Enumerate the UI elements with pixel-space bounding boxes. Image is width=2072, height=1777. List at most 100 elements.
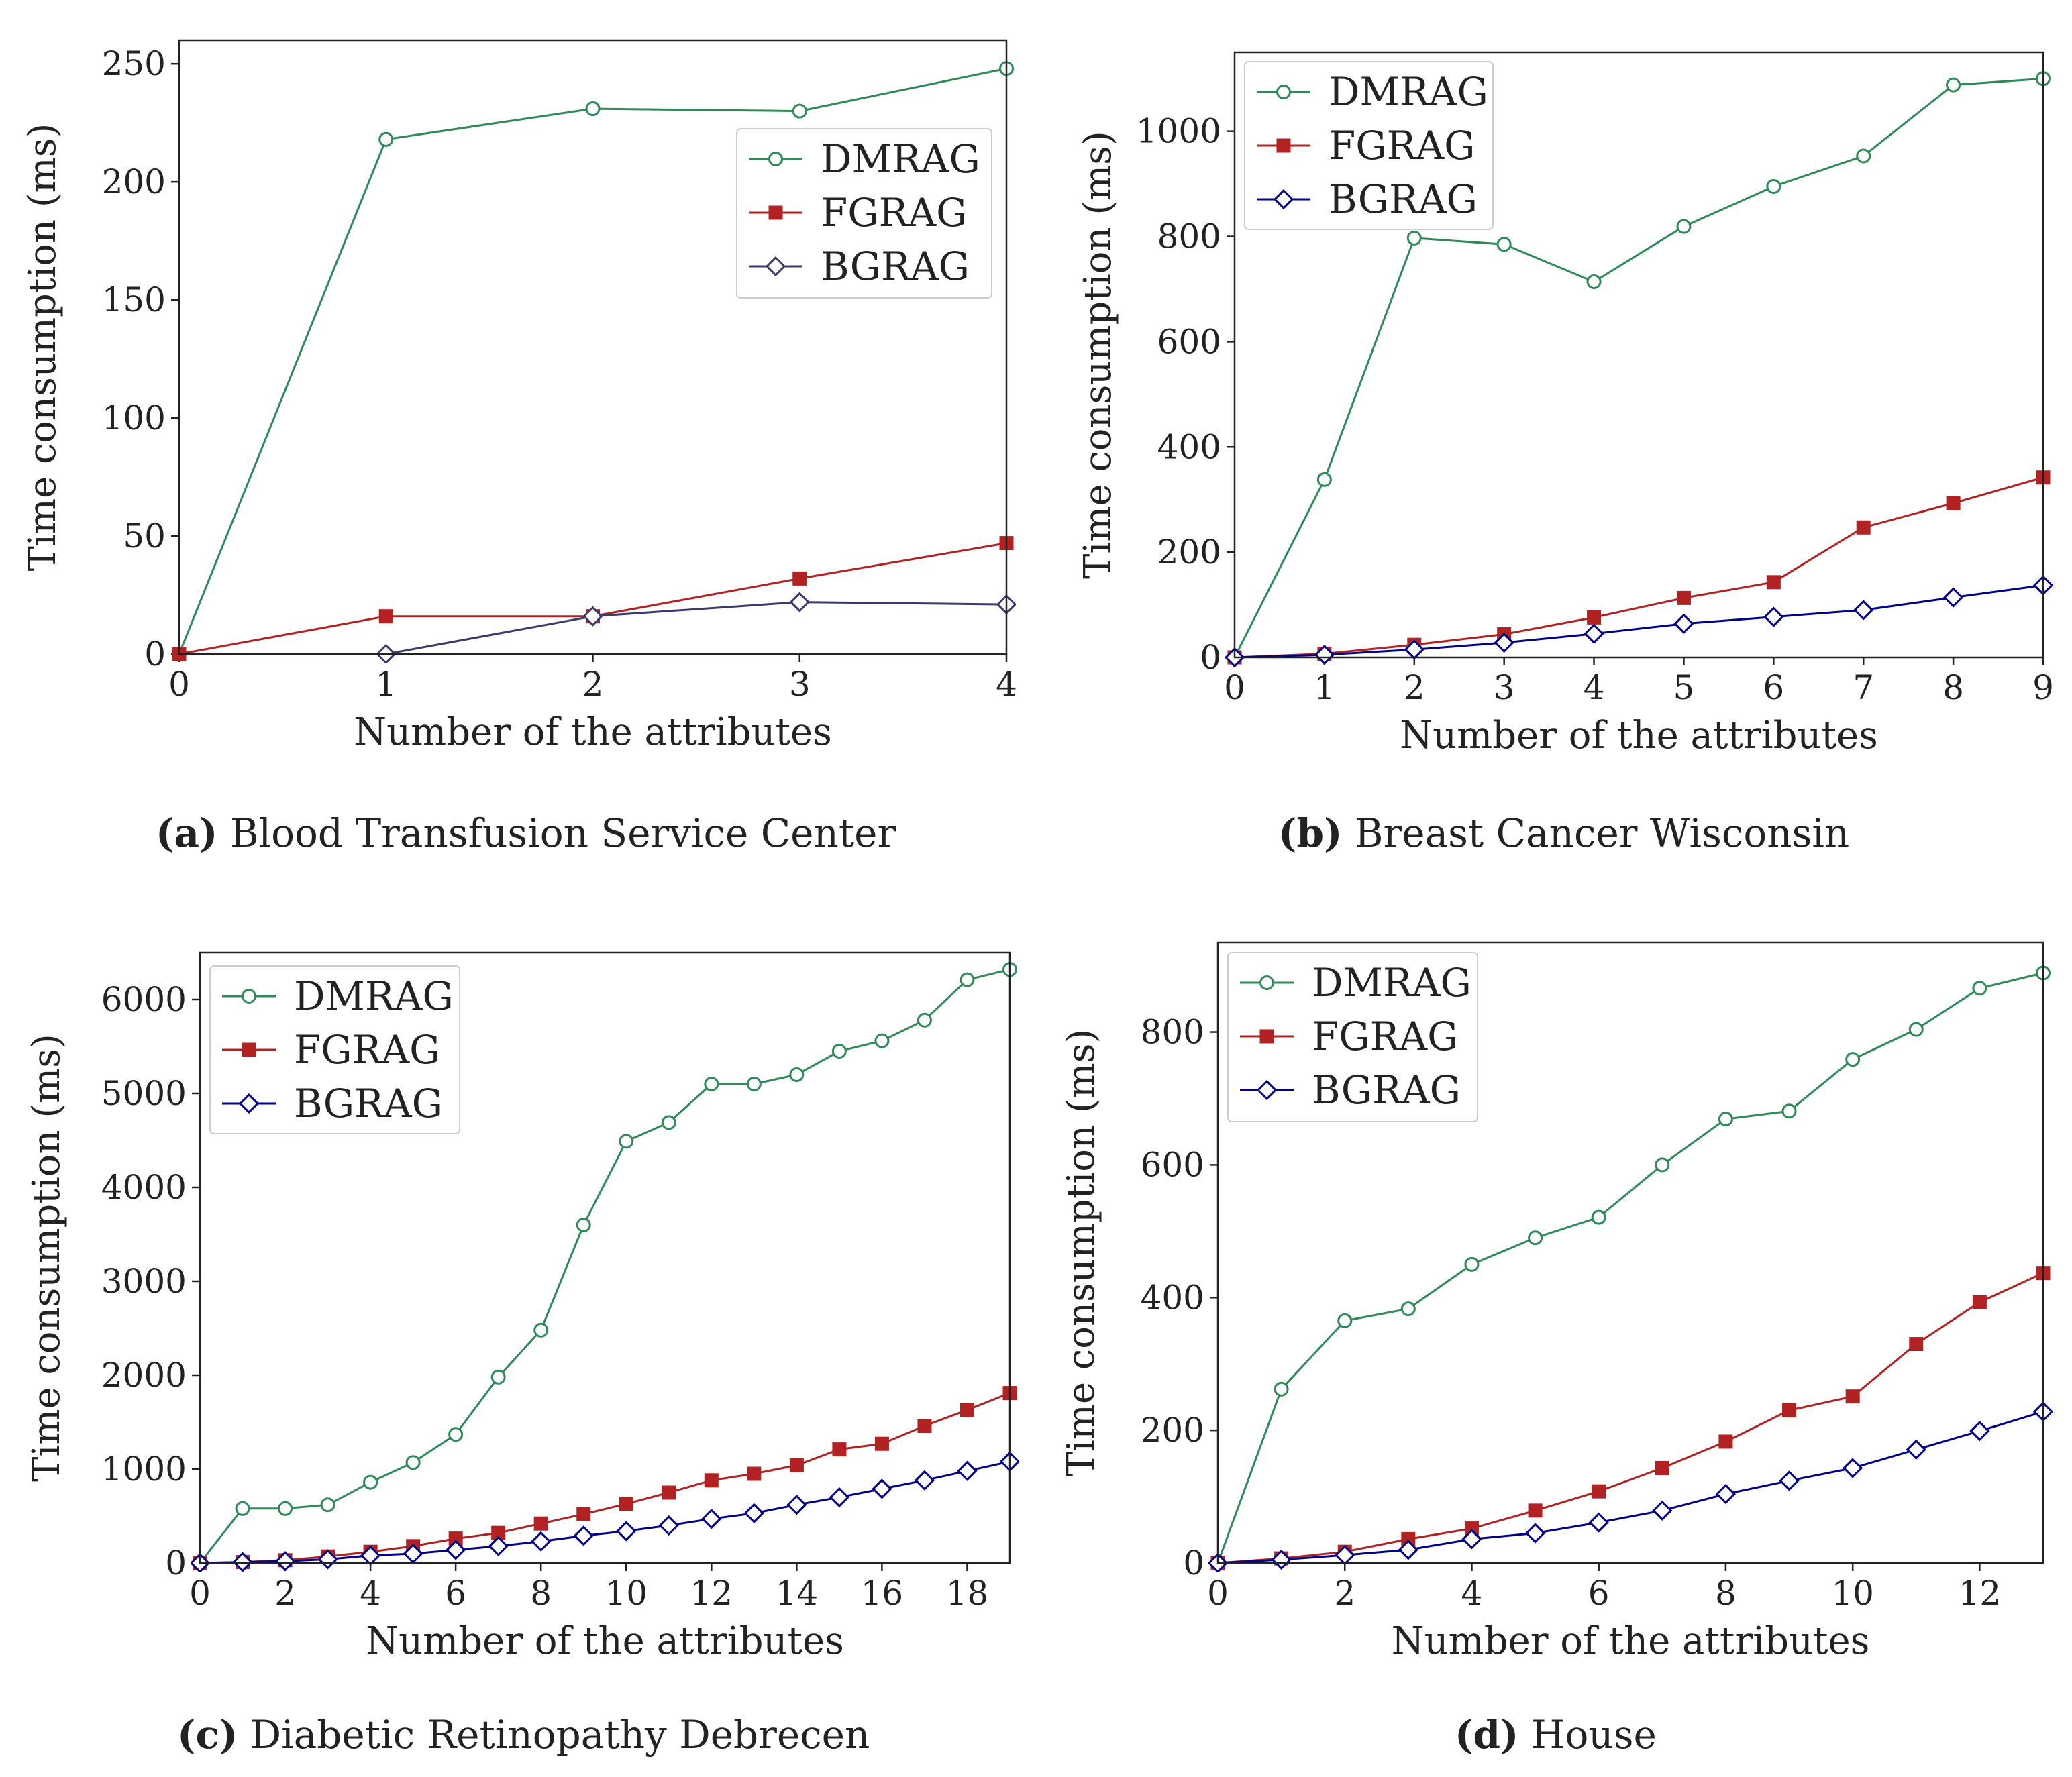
data-point-bgrag [1969, 1421, 1990, 1442]
data-point-bgrag [914, 1470, 935, 1491]
y-axis-title: Time consumption (ms) [25, 1034, 68, 1482]
y-tick-label: 800 [1141, 1013, 1204, 1052]
data-point-fgrag [1845, 1389, 1860, 1404]
data-point-bgrag [1524, 1523, 1546, 1544]
data-point-dmrag [1718, 1112, 1733, 1127]
data-point-bgrag [1853, 600, 1874, 621]
data-point-fgrag [619, 1497, 633, 1511]
data-point-dmrag [831, 1044, 847, 1059]
y-tick-label: 200 [1157, 533, 1221, 572]
x-axis-title: Number of the attributes [1392, 1619, 1870, 1663]
y-tick-label: 0 [165, 1544, 187, 1582]
x-tick-label: 2 [582, 665, 604, 704]
y-tick-label: 1000 [101, 1450, 187, 1489]
data-point-bgrag [872, 1478, 892, 1499]
x-tick-label: 4 [1461, 1574, 1483, 1613]
y-tick-label: 150 [102, 280, 166, 319]
x-axis-title: Number of the attributes [366, 1619, 844, 1663]
data-point-bgrag [531, 1531, 552, 1552]
caption-a: (a) Blood Transfusion Service Center [156, 810, 896, 856]
data-point-dmrag [1972, 981, 1987, 996]
x-tick-label: 5 [1673, 668, 1695, 707]
caption-b: (b) Breast Cancer Wisconsin [1278, 810, 1849, 856]
data-point-bgrag [1652, 1500, 1673, 1521]
data-point-dmrag [235, 1501, 250, 1516]
data-point-dmrag [448, 1427, 464, 1442]
y-axis-title: Time consumption (ms) [1059, 1029, 1103, 1477]
data-point-dmrag [378, 131, 394, 147]
legend-label-bgrag: BGRAG [1329, 176, 1478, 222]
x-tick-label: 8 [1943, 668, 1964, 707]
y-axis-title: Time consumption (ms) [21, 123, 64, 572]
data-point-dmrag [1908, 1022, 1924, 1037]
legend-marker-bgrag [1273, 189, 1294, 210]
plot-area [1225, 71, 2053, 667]
caption-a-letter: (a) [156, 810, 218, 856]
data-point-fgrag [1592, 1484, 1606, 1499]
data-point-bgrag [488, 1536, 509, 1556]
legend-label-fgrag: FGRAG [1329, 123, 1475, 168]
chart-d: 0 2 4 6 8 10 12 0 200 400 600 800 Number of the attr… [1059, 941, 2053, 1663]
plot-frame [178, 39, 1008, 655]
x-tick-label: 16 [861, 1574, 904, 1613]
legend-marker-bgrag [1256, 1079, 1278, 1101]
legend-label-fgrag: FGRAG [821, 190, 967, 235]
data-point-dmrag [1766, 179, 1781, 195]
data-point-dmrag [363, 1474, 378, 1490]
legend-label-dmrag: DMRAG [1312, 960, 1471, 1006]
y-tick-label: 50 [123, 517, 166, 555]
data-point-dmrag [746, 1077, 762, 1091]
data-point-bgrag [786, 1495, 807, 1515]
data-point-dmrag [1845, 1052, 1861, 1067]
data-point-fgrag [792, 571, 807, 586]
x-tick-label: 1 [375, 665, 397, 704]
series-line-fgrag [1234, 476, 2044, 659]
series-line-bgrag [199, 1460, 1011, 1564]
legend: DMRAG FGRAG BGRAG [209, 965, 460, 1134]
data-point-fgrag [917, 1419, 932, 1434]
legend-marker-fgrag [1276, 138, 1291, 153]
plot-frame [199, 951, 1011, 1564]
data-point-dmrag [1781, 1103, 1797, 1119]
series-line-fgrag [178, 542, 1007, 655]
data-point-bgrag [1314, 644, 1335, 665]
data-point-fgrag [747, 1466, 762, 1481]
y-tick-label: 1000 [1136, 112, 1221, 151]
data-point-fgrag [1972, 1295, 1987, 1309]
y-tick-label: 200 [1141, 1411, 1204, 1450]
legend-box [1227, 952, 1478, 1122]
data-point-fgrag [960, 1403, 974, 1417]
legend-marker-bgrag [765, 256, 786, 277]
data-point-dmrag [792, 103, 807, 119]
y-tick-label: 0 [144, 635, 166, 674]
y-tick-label: 0 [1200, 638, 1221, 677]
data-point-dmrag [789, 1067, 805, 1082]
data-point-dmrag [1400, 1301, 1416, 1317]
data-point-dmrag [1528, 1230, 1543, 1246]
caption-c-letter: (c) [177, 1712, 238, 1758]
legend-label-bgrag: BGRAG [821, 244, 970, 289]
plot-area [191, 962, 1019, 1572]
legend-marker-fgrag [242, 1042, 256, 1057]
y-tick-label: 600 [1141, 1145, 1204, 1184]
y-tick-label: 400 [1157, 427, 1221, 466]
y-tick-label: 600 [1157, 322, 1221, 361]
legend-marker-dmrag [242, 989, 256, 1004]
data-point-fgrag [1718, 1434, 1733, 1449]
y-tick-label: 250 [102, 44, 166, 83]
caption-d: (d) House [1455, 1712, 1657, 1758]
data-point-bgrag [701, 1509, 722, 1529]
x-tick-label: 1 [1314, 668, 1335, 707]
data-point-bgrag [1584, 623, 1604, 644]
x-tick-label: 0 [1224, 668, 1245, 707]
data-point-fgrag [576, 1507, 591, 1521]
caption-c: (c) Diabetic Retinopathy Debrecen [177, 1712, 870, 1758]
data-point-dmrag [576, 1218, 591, 1232]
data-point-bgrag [1843, 1458, 1863, 1478]
data-point-bgrag [829, 1487, 850, 1508]
caption-c-text: Diabetic Retinopathy Debrecen [250, 1712, 870, 1758]
data-point-bgrag [658, 1515, 679, 1536]
legend-label-dmrag: DMRAG [1329, 69, 1488, 115]
data-point-dmrag [1337, 1313, 1353, 1328]
